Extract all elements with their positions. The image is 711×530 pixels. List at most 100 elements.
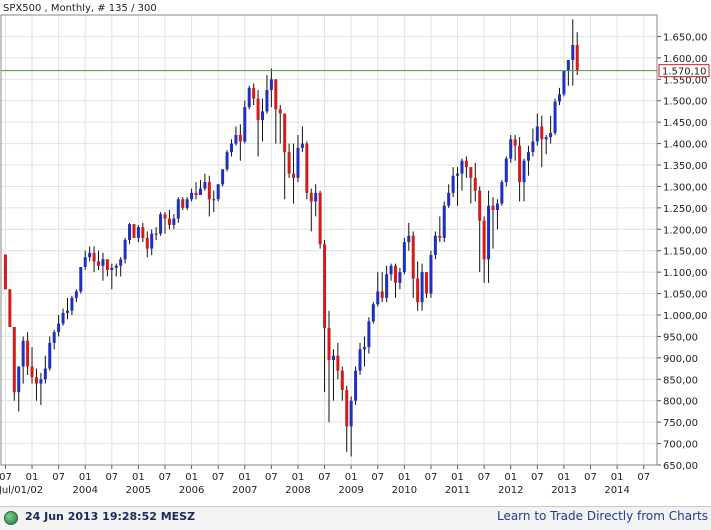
candle-body (34, 377, 38, 384)
candle-body (500, 182, 504, 204)
candle-body (416, 278, 420, 303)
x-year-label: 2013 (551, 485, 576, 496)
y-tick-label: 900,00 (663, 354, 698, 365)
candle-body (354, 370, 358, 401)
candle-body (181, 199, 185, 208)
candle-body (185, 199, 189, 208)
y-tick-label: 1.400,00 (663, 140, 708, 151)
candle-body (65, 310, 69, 313)
candle-body (292, 173, 296, 178)
candle-body (57, 323, 61, 333)
y-tick-label: 850,00 (663, 375, 698, 386)
x-year-label: 2008 (285, 485, 310, 496)
x-month-label: 01 (79, 472, 92, 483)
y-tick-label: 1.500,00 (663, 97, 708, 108)
candle-body (398, 272, 402, 283)
candle-body (562, 70, 566, 95)
candle-body (225, 152, 229, 170)
y-tick-label: 750,00 (663, 418, 698, 429)
candle-body (92, 252, 96, 262)
x-month-label: 07 (425, 472, 438, 483)
candle-body (110, 267, 114, 270)
candle-body (575, 45, 579, 71)
candle-body (119, 259, 123, 266)
candle-body (70, 297, 74, 311)
y-tick-label: 1.650,00 (663, 32, 708, 43)
candle-body (402, 242, 406, 273)
candle-body (553, 101, 557, 133)
y-tick-label: 1.200,00 (663, 225, 708, 236)
candle-body (509, 139, 513, 159)
candle-body (203, 182, 207, 189)
x-month-label: 01 (345, 472, 358, 483)
x-month-label: 01 (558, 472, 571, 483)
candle-body (43, 368, 47, 380)
x-month-label: 07 (478, 472, 491, 483)
candle-body (487, 205, 491, 260)
candle-body (132, 224, 136, 238)
candle-body (52, 332, 56, 343)
candle-body (451, 175, 455, 193)
candle-body (269, 79, 273, 90)
candle-body (318, 192, 322, 245)
candle-body (256, 98, 260, 120)
candle-body (495, 203, 499, 210)
candle-body (393, 265, 397, 283)
connection-status-icon (4, 511, 18, 525)
candle-body (128, 224, 132, 240)
x-month-label: 01 (185, 472, 198, 483)
x-year-label: 2014 (604, 485, 629, 496)
candle-body (83, 257, 87, 267)
y-tick-label: 950,00 (663, 332, 698, 343)
candle-body (212, 199, 216, 201)
y-tick-label: 800,00 (663, 397, 698, 408)
candle-body (150, 233, 154, 249)
candle-body (478, 190, 482, 221)
candle-body (114, 265, 118, 268)
candle-body (407, 235, 411, 243)
x-month-label: 01 (611, 472, 624, 483)
learn-to-trade-link[interactable]: Learn to Trade Directly from Charts (496, 509, 708, 523)
candle-body (438, 235, 442, 238)
chart-title: SPX500 , Monthly, # 135 / 300 (3, 3, 157, 14)
y-tick-label: 1.050,00 (663, 290, 708, 301)
candle-body (101, 259, 105, 266)
price-chart[interactable]: 650,00 700,00 750,00 800,00 850,00 900,00 950,… (0, 0, 711, 506)
candle-body (97, 261, 101, 266)
candle-body (74, 291, 78, 298)
candle-body (105, 259, 109, 270)
candle-body (349, 400, 353, 427)
x-month-label: 07 (584, 472, 597, 483)
candle-body (513, 139, 517, 146)
overlays: 1.570,10 (1, 64, 710, 78)
y-tick-label: 650,00 (663, 461, 698, 472)
candle-body (571, 45, 575, 60)
candle-body (252, 87, 256, 99)
candle-body (8, 289, 12, 327)
x-month-label: 07 (212, 472, 225, 483)
candle-body (380, 291, 384, 298)
candle-body (362, 347, 366, 350)
candle-body (198, 188, 202, 195)
candle-body (309, 192, 313, 202)
candle-body (141, 227, 145, 238)
candle-body (566, 60, 570, 71)
x-year-label: 2011 (445, 485, 470, 496)
x-year-label: 2009 (338, 485, 363, 496)
plot-frame (0, 14, 658, 466)
candle-body (136, 227, 140, 238)
candle-body (429, 255, 433, 294)
candle-body (331, 355, 335, 360)
candle-body (283, 113, 287, 153)
candle-body (425, 272, 429, 294)
x-month-label: 07 (105, 472, 118, 483)
current-price-label: 1.570,10 (662, 67, 707, 78)
x-month-label: 07 (531, 472, 544, 483)
candle-body (447, 192, 451, 206)
current-price-box (658, 64, 710, 78)
candle-body (243, 107, 247, 142)
x-year-label: Jul/01/02 (0, 485, 43, 496)
candle-body (535, 126, 539, 142)
candle-body (433, 235, 437, 255)
candle-body (531, 141, 535, 153)
